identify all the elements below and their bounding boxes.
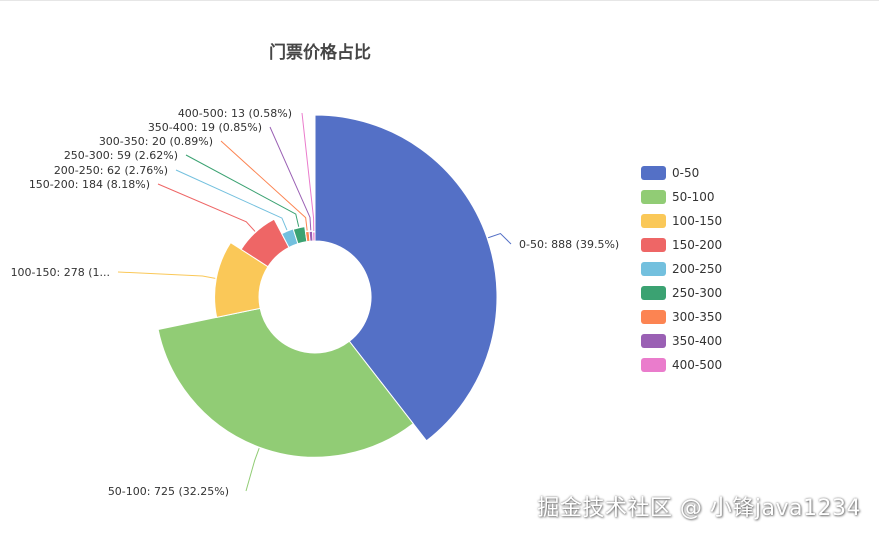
legend-label: 400-500	[672, 358, 723, 372]
leader-line-50-100	[245, 448, 260, 492]
legend-item-250-300[interactable]: 250-300	[641, 281, 722, 305]
slice-label-400-500: 400-500: 13 (0.58%)	[178, 107, 292, 120]
legend-item-200-250[interactable]: 200-250	[641, 257, 722, 281]
legend-swatch	[641, 358, 666, 372]
watermark: 掘金技术社区 @ 小锋java1234	[537, 496, 861, 521]
leader-line-0-50	[487, 232, 512, 245]
legend-label: 150-200	[672, 238, 723, 252]
legend-label: 300-350	[672, 310, 723, 324]
slice-label-300-350: 300-350: 20 (0.89%)	[99, 135, 213, 148]
legend-swatch	[641, 334, 666, 348]
top-border	[0, 0, 879, 1]
leader-line-200-250	[175, 169, 288, 231]
leader-line-350-400	[269, 126, 312, 231]
legend-swatch	[641, 238, 666, 252]
legend-item-50-100[interactable]: 50-100	[641, 185, 722, 209]
legend-item-400-500[interactable]: 400-500	[641, 353, 722, 377]
legend-item-350-400[interactable]: 350-400	[641, 329, 722, 353]
leader-line-250-300	[185, 154, 300, 227]
legend-swatch	[641, 166, 666, 180]
leader-line-100-150	[117, 271, 216, 279]
legend-swatch	[641, 262, 666, 276]
chart-legend: 0-50 50-100 100-150 150-200 200-250 250-300 30…	[641, 161, 722, 377]
slice-label-50-100: 50-100: 725 (32.25%)	[108, 485, 229, 498]
legend-item-300-350[interactable]: 300-350	[641, 305, 722, 329]
slice-label-0-50: 0-50: 888 (39.5%)	[519, 238, 619, 251]
legend-item-100-150[interactable]: 100-150	[641, 209, 722, 233]
legend-label: 250-300	[672, 286, 723, 300]
legend-swatch	[641, 286, 666, 300]
legend-label: 0-50	[672, 166, 700, 180]
leader-line-400-500	[301, 112, 315, 232]
slice-label-350-400: 350-400: 19 (0.85%)	[148, 121, 262, 134]
pie-slice-100-150[interactable]	[214, 241, 269, 318]
slice-label-150-200: 150-200: 184 (8.18%)	[29, 178, 150, 191]
legend-label: 100-150	[672, 214, 723, 228]
slice-label-200-250: 200-250: 62 (2.76%)	[54, 164, 168, 177]
pie-slice-0-50[interactable]	[314, 114, 498, 442]
pie-slice-50-100[interactable]	[157, 307, 414, 458]
legend-item-0-50[interactable]: 0-50	[641, 161, 722, 185]
legend-swatch	[641, 190, 666, 204]
legend-label: 50-100	[672, 190, 715, 204]
legend-item-150-200[interactable]: 150-200	[641, 233, 722, 257]
legend-label: 350-400	[672, 334, 723, 348]
legend-swatch	[641, 310, 666, 324]
slice-label-100-150: 100-150: 278 (1...	[11, 266, 110, 279]
legend-swatch	[641, 214, 666, 228]
pie-slice-400-500[interactable]	[312, 231, 316, 242]
legend-label: 200-250	[672, 262, 723, 276]
leader-line-300-350	[220, 140, 308, 231]
slice-label-250-300: 250-300: 59 (2.62%)	[64, 149, 178, 162]
leader-line-150-200	[157, 183, 256, 232]
chart-title: 门票价格占比	[269, 43, 371, 63]
